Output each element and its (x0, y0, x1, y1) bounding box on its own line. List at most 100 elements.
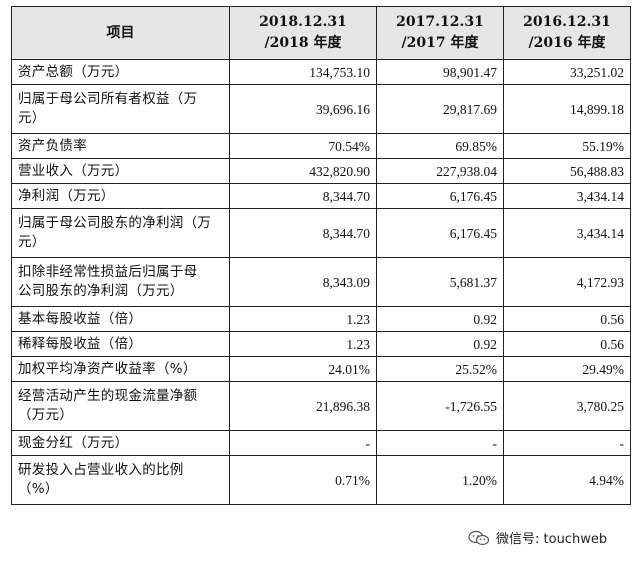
row-label-line: 营业收入（万元） (18, 162, 129, 179)
table-row: 净利润（万元） 8,344.70 6,176.45 3,434.14 (11, 183, 631, 209)
table-row: 营业收入（万元） 432,820.90 227,938.04 56,488.83 (11, 158, 631, 184)
row-label-line: 资产负债率 (18, 137, 87, 154)
row-label: 归属于母公司股东的净利润（万 元） (11, 208, 230, 258)
value-cell: 8,344.70 (229, 208, 377, 258)
header-2016-date: 2016.12.31 (523, 14, 611, 30)
header-2017-year: /2017 年度 (401, 35, 479, 51)
table-row: 归属于母公司股东的净利润（万 元） 8,344.70 6,176.45 3,434.14 (11, 208, 631, 258)
header-item: 项目 (11, 6, 230, 60)
row-label: 资产负债率 (11, 133, 230, 159)
row-label-line: 稀释每股收益（倍） (18, 335, 143, 352)
value-cell: 3,434.14 (503, 183, 631, 209)
table-row: 研发投入占营业收入的比例 （%） 0.71% 1.20% 4.94% (11, 455, 631, 505)
value-cell: 21,896.38 (229, 381, 377, 431)
value-cell: 1.20% (376, 455, 504, 505)
row-label-line: 元） (18, 110, 46, 126)
table-row: 加权平均净资产收益率（%） 24.01% 25.52% 29.49% (11, 356, 631, 382)
row-label-line: 现金分红（万元） (18, 434, 129, 451)
table-row: 经营活动产生的现金流量净额 （万元） 21,896.38 -1,726.55 3,780… (11, 381, 631, 431)
header-row: 项目 2018.12.31/2018 年度 2017.12.31/2017 年度… (11, 6, 631, 60)
header-2016: 2016.12.31/2016 年度 (503, 6, 631, 60)
header-2017: 2017.12.31/2017 年度 (376, 6, 504, 60)
row-label: 归属于母公司所有者权益（万 元） (11, 84, 230, 134)
value-cell: 39,696.16 (229, 84, 377, 134)
value-cell: 0.56 (503, 331, 631, 357)
row-label: 净利润（万元） (11, 183, 230, 209)
value-cell: 0.56 (503, 306, 631, 332)
value-cell: 33,251.02 (503, 59, 631, 85)
row-label: 经营活动产生的现金流量净额 （万元） (11, 381, 230, 431)
row-label: 营业收入（万元） (11, 158, 230, 184)
value-cell: -1,726.55 (376, 381, 504, 431)
table-row: 扣除非经常性损益后归属于母 公司股东的净利润（万元） 8,343.09 5,681.3… (11, 257, 631, 307)
value-cell: 29.49% (503, 356, 631, 382)
value-cell: 55.19% (503, 133, 631, 159)
value-cell: 6,176.45 (376, 208, 504, 258)
row-label-line: 归属于母公司股东的净利润（万 (18, 215, 212, 231)
value-cell: 69.85% (376, 133, 504, 159)
header-2016-year: /2016 年度 (528, 35, 606, 51)
row-label: 基本每股收益（倍） (11, 306, 230, 332)
table-row: 归属于母公司所有者权益（万 元） 39,696.16 29,817.69 14,899.… (11, 84, 631, 134)
row-label-line: 净利润（万元） (18, 187, 115, 204)
row-label-line: （%） (18, 481, 59, 497)
row-label: 扣除非经常性损益后归属于母 公司股东的净利润（万元） (11, 257, 230, 307)
value-cell: - (503, 430, 631, 456)
value-cell: 3,434.14 (503, 208, 631, 258)
table-row: 稀释每股收益（倍） 1.23 0.92 0.56 (11, 331, 631, 357)
value-cell: 4,172.93 (503, 257, 631, 307)
table-row: 现金分红（万元） - - - (11, 430, 631, 456)
value-cell: 14,899.18 (503, 84, 631, 134)
value-cell: 0.71% (229, 455, 377, 505)
value-cell: 0.92 (376, 306, 504, 332)
row-label-line: 扣除非经常性损益后归属于母 (18, 264, 198, 280)
value-cell: 29,817.69 (376, 84, 504, 134)
row-label: 资产总额（万元） (11, 59, 230, 85)
value-cell: 4.94% (503, 455, 631, 505)
row-label-line: 元） (18, 234, 46, 250)
value-cell: 56,488.83 (503, 158, 631, 184)
value-cell: 6,176.45 (376, 183, 504, 209)
row-label: 稀释每股收益（倍） (11, 331, 230, 357)
watermark: 微信号: touchweb (468, 528, 607, 547)
value-cell: 8,344.70 (229, 183, 377, 209)
value-cell: 8,343.09 (229, 257, 377, 307)
row-label-line: 研发投入占营业收入的比例 (18, 462, 184, 478)
header-2018-year: /2018 年度 (264, 35, 342, 51)
table-row: 基本每股收益（倍） 1.23 0.92 0.56 (11, 306, 631, 332)
header-2018-date: 2018.12.31 (259, 14, 347, 30)
value-cell: 70.54% (229, 133, 377, 159)
value-cell: 1.23 (229, 306, 377, 332)
row-label-line: 经营活动产生的现金流量净额 (18, 388, 198, 404)
row-label-line: 归属于母公司所有者权益（万 (18, 91, 198, 107)
row-label-line: 资产总额（万元） (18, 63, 129, 80)
value-cell: 24.01% (229, 356, 377, 382)
header-2018: 2018.12.31/2018 年度 (229, 6, 377, 60)
watermark-text: 微信号: touchweb (496, 532, 608, 547)
value-cell: 227,938.04 (376, 158, 504, 184)
row-label-line: 公司股东的净利润（万元） (18, 283, 184, 299)
wechat-icon (468, 530, 490, 545)
table-row: 资产负债率 70.54% 69.85% 55.19% (11, 133, 631, 159)
row-label: 研发投入占营业收入的比例 （%） (11, 455, 230, 505)
value-cell: 3,780.25 (503, 381, 631, 431)
row-label-line: （万元） (18, 407, 74, 423)
financial-table: 项目 2018.12.31/2018 年度 2017.12.31/2017 年度… (11, 6, 631, 505)
row-label-line: 加权平均净资产收益率（%） (18, 360, 197, 377)
row-label: 现金分红（万元） (11, 430, 230, 456)
value-cell: 432,820.90 (229, 158, 377, 184)
value-cell: 134,753.10 (229, 59, 377, 85)
header-item-label: 项目 (106, 24, 135, 41)
value-cell: 0.92 (376, 331, 504, 357)
header-2017-date: 2017.12.31 (396, 14, 484, 30)
value-cell: 25.52% (376, 356, 504, 382)
value-cell: 5,681.37 (376, 257, 504, 307)
table-row: 资产总额（万元） 134,753.10 98,901.47 33,251.02 (11, 59, 631, 85)
row-label-line: 基本每股收益（倍） (18, 310, 143, 327)
value-cell: 98,901.47 (376, 59, 504, 85)
value-cell: 1.23 (229, 331, 377, 357)
value-cell: - (229, 430, 377, 456)
value-cell: - (376, 430, 504, 456)
row-label: 加权平均净资产收益率（%） (11, 356, 230, 382)
table-body: 资产总额（万元） 134,753.10 98,901.47 33,251.02 归属于母… (11, 59, 631, 505)
